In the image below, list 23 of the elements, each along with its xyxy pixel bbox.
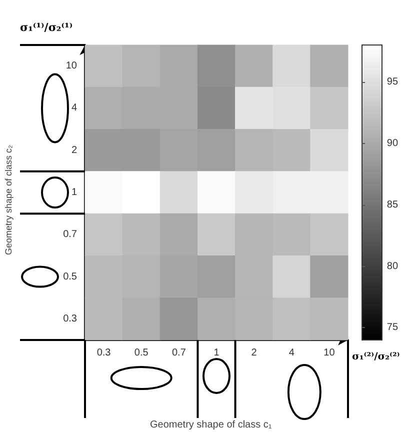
x-tick-label: 2 (251, 348, 258, 358)
y-tick-label: 10 (66, 60, 78, 72)
x-tick-label: 0.5 (134, 348, 149, 358)
y-tick-label: 0.3 (63, 313, 78, 324)
x-tick-label: 4 (288, 348, 295, 358)
y-tick-label: 1 (71, 187, 78, 198)
x-tick-label: 0.3 (96, 348, 112, 358)
y-tick-label: 0.7 (63, 229, 78, 240)
color-bar-label: 90 (386, 138, 398, 149)
y-tick-label: 0.5 (63, 271, 78, 282)
y-tick-label: 4 (71, 102, 78, 114)
text: Geometry shape of class c₁ (150, 420, 272, 430)
color-bar-label: 75 (386, 322, 398, 334)
text: Geometry shape of class c₂ (4, 144, 14, 255)
x-tick-label: 0.7 (172, 348, 186, 358)
color-bar-label: 85 (386, 199, 398, 210)
y-tick-label: 2 (71, 144, 78, 156)
x-axis-title: σ₁⁽²⁾/σ₂⁽²⁾ (352, 352, 400, 362)
x-tick-label: 10 (324, 348, 336, 358)
x-tick-label: 1 (214, 348, 220, 358)
color-bar-label: 95 (386, 76, 398, 88)
y-axis-title: σ₁⁽¹⁾/σ₂⁽¹⁾ (20, 21, 73, 34)
color-bar-label: 80 (386, 260, 398, 272)
